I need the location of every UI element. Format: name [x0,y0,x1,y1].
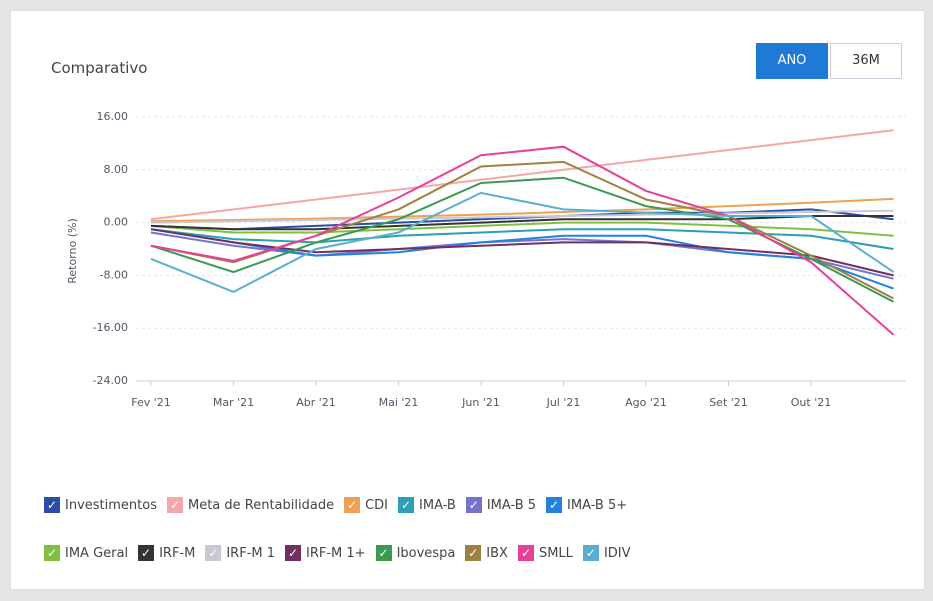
legend-label: IBX [486,545,508,561]
x-tick-label: Mai '21 [379,396,419,409]
legend-checkbox[interactable]: ✓ [546,497,563,513]
legend-checkbox[interactable]: ✓ [398,497,415,513]
legend-checkbox[interactable]: ✓ [465,545,482,561]
legend-label: IMA-B 5 [486,497,537,513]
x-tick-label: Fev '21 [131,396,171,409]
legend-label: CDI [365,497,389,513]
y-tick-label: 0.00 [104,216,129,229]
legend-item[interactable]: ✓ Investimentos [44,495,157,515]
series-line [150,209,894,224]
x-tick-label: Ago '21 [625,396,667,409]
legend-item[interactable]: ✓ IMA Geral [44,543,128,563]
series-line [150,145,895,336]
legend-label: IRF-M 1+ [306,545,366,561]
legend-item[interactable]: ✓ IMA-B 5+ [546,495,627,515]
legend-checkbox[interactable]: ✓ [465,497,482,513]
legend-label: IRF-M [159,545,196,561]
legend-checkbox[interactable]: ✓ [44,545,60,561]
series-line [150,197,894,223]
chart: Retorno (%) -24.00 -16.00 -8.00 0.00 8.00 16.… [66,110,906,409]
y-tick-label: -24.00 [93,374,128,387]
series-line [150,129,894,221]
legend-item[interactable]: ✓ Meta de Rentabilidade [166,495,335,515]
legend-label: IMA-B [419,497,456,513]
legend-item[interactable]: ✓ IRF-M 1+ [285,543,366,563]
legend-item[interactable]: ✓ IMA-B 5 [465,495,537,515]
y-tick-label: -16.00 [93,321,128,334]
legend-checkbox[interactable]: ✓ [205,545,222,561]
legend-checkbox[interactable]: ✓ [166,497,183,513]
period-button[interactable]: ANO [756,43,828,79]
series-line [150,215,894,231]
legend-label: IDIV [603,545,631,561]
legend: ✓ Investimentos ✓ Meta de Rentabilidade ✓ CDI… [44,495,744,563]
legend-label: IMA-B 5+ [567,497,628,513]
legend-label: IRF-M 1 [226,545,275,561]
x-tick-label: Mar '21 [213,396,254,409]
legend-label: Ibovespa [396,545,456,561]
legend-item[interactable]: ✓ Ibovespa [375,543,456,563]
legend-item[interactable]: ✓ CDI [344,495,388,515]
legend-item[interactable]: ✓ IRF-M 1 [205,543,275,563]
series-line [150,191,895,293]
y-tick-label: 16.00 [97,110,129,123]
legend-label: SMLL [538,545,573,561]
series-line [150,228,894,250]
legend-checkbox[interactable]: ✓ [517,545,534,561]
x-tick-label: Out '21 [791,396,831,409]
x-tick-label: Abr '21 [296,396,336,409]
legend-checkbox[interactable]: ✓ [285,545,301,561]
x-tick-label: Jul '21 [546,396,581,409]
legend-checkbox[interactable]: ✓ [44,497,60,513]
y-axis-label: Retorno (%) [66,218,79,284]
legend-item[interactable]: ✓ SMLL [517,543,573,563]
legend-item[interactable]: ✓ IDIV [582,543,631,563]
legend-checkbox[interactable]: ✓ [344,497,361,513]
period-button[interactable]: 36M [830,43,902,79]
legend-item[interactable]: ✓ IBX [465,543,508,563]
legend-label: IMA Geral [65,545,129,561]
legend-item[interactable]: ✓ IRF-M [138,543,195,563]
card: Comparativo ANO 36M Retorno (%) -24.00 -1… [10,10,925,590]
legend-label: Meta de Rentabilidade [187,497,335,513]
chart-title: Comparativo [51,59,148,77]
series-line [150,228,894,290]
series-line [150,221,894,237]
y-tick-label: -8.00 [100,268,128,281]
y-tick-label: 8.00 [104,163,129,176]
legend-item[interactable]: ✓ IMA-B [398,495,456,515]
legend-label: Investimentos [65,497,157,513]
x-tick-label: Jun '21 [461,396,500,409]
legend-checkbox[interactable]: ✓ [138,545,155,561]
legend-checkbox[interactable]: ✓ [582,545,599,561]
legend-checkbox[interactable]: ✓ [375,545,392,561]
x-tick-label: Set '21 [709,396,748,409]
